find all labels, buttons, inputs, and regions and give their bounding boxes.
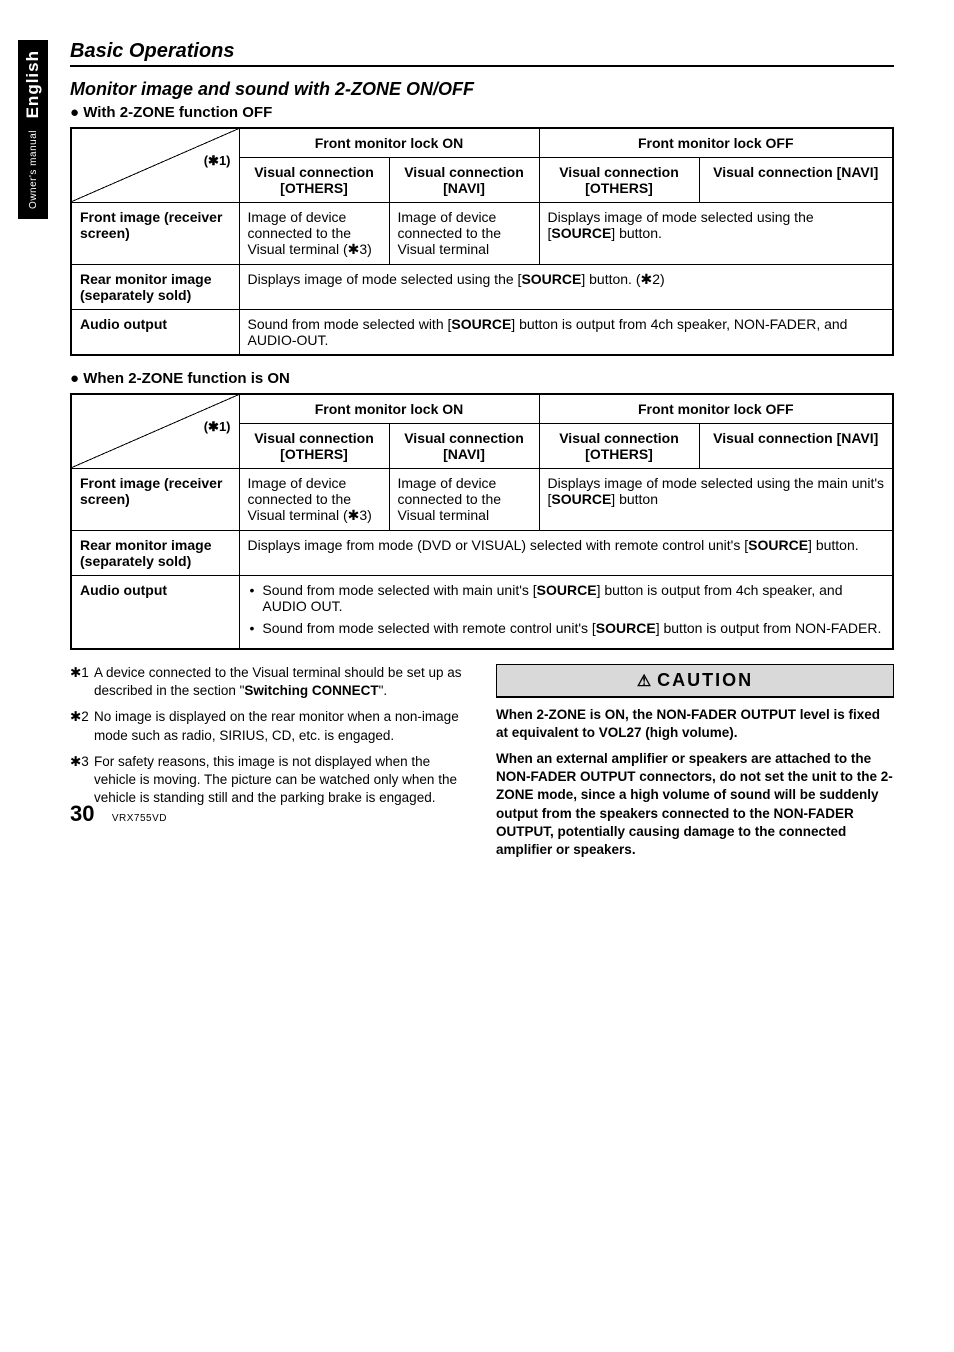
col-others-1: Visual connection [OTHERS]	[239, 158, 389, 203]
cell2-r3: Sound from mode selected with main unit'…	[239, 576, 893, 650]
row-rear-monitor: Rear monitor image (separately sold)	[71, 265, 239, 310]
col-others-3: Visual connection [OTHERS]	[239, 424, 389, 469]
warning-icon: ⚠	[637, 673, 653, 690]
footnote-2: ✱2 No image is displayed on the rear mon…	[70, 708, 468, 744]
caution-column: ⚠CAUTION When 2-ZONE is ON, the NON-FADE…	[496, 664, 894, 867]
footnote-1: ✱1 A device connected to the Visual term…	[70, 664, 468, 700]
col-navi-4: Visual connection [NAVI]	[699, 424, 893, 469]
col-lock-off: Front monitor lock OFF	[539, 128, 893, 158]
diag-header: (✱1)	[71, 128, 239, 203]
col-others-4: Visual connection [OTHERS]	[539, 424, 699, 469]
cell2-r1c1: Image of device connected to the Visual …	[239, 469, 389, 531]
cell2-r2: Displays image from mode (DVD or VISUAL)…	[239, 531, 893, 576]
notes-row: ✱1 A device connected to the Visual term…	[70, 664, 894, 867]
language-label: English	[23, 50, 43, 118]
col-others-2: Visual connection [OTHERS]	[539, 158, 699, 203]
col-navi-1: Visual connection [NAVI]	[389, 158, 539, 203]
page-footer: 30 VRX755VD	[70, 801, 167, 827]
caution-p2: When an external amplifier or speakers a…	[496, 750, 894, 859]
diag-header-2: (✱1)	[71, 394, 239, 469]
owners-manual-label: Owner's manual	[28, 130, 39, 209]
cell-r1c1: Image of device connected to the Visual …	[239, 203, 389, 265]
chapter-title: Basic Operations	[70, 40, 894, 67]
cell-r1c34: Displays image of mode selected using th…	[539, 203, 893, 265]
page-content: Basic Operations Monitor image and sound…	[70, 0, 894, 867]
caution-body: When 2-ZONE is ON, the NON-FADER OUTPUT …	[496, 706, 894, 860]
caution-header: ⚠CAUTION	[497, 665, 893, 697]
row-front-image: Front image (receiver screen)	[71, 203, 239, 265]
col-lock-on: Front monitor lock ON	[239, 128, 539, 158]
col-navi-3: Visual connection [NAVI]	[389, 424, 539, 469]
col-lock-on-2: Front monitor lock ON	[239, 394, 539, 424]
subsection-off: With 2-ZONE function OFF	[70, 104, 894, 121]
side-tab: English Owner's manual	[18, 40, 48, 219]
cell2-r1c34: Displays image of mode selected using th…	[539, 469, 893, 531]
audio-bullet-2: Sound from mode selected with remote con…	[250, 620, 885, 636]
cell-r2: Displays image of mode selected using th…	[239, 265, 893, 310]
model-name: VRX755VD	[112, 813, 167, 824]
cell-r1c2: Image of device connected to the Visual …	[389, 203, 539, 265]
row-audio-output-2: Audio output	[71, 576, 239, 650]
cell2-r1c2: Image of device connected to the Visual …	[389, 469, 539, 531]
row-audio-output: Audio output	[71, 310, 239, 356]
caution-box: ⚠CAUTION	[496, 664, 894, 698]
row-rear-monitor-2: Rear monitor image (separately sold)	[71, 531, 239, 576]
page-number: 30	[70, 801, 94, 826]
footnote-3: ✱3 For safety reasons, this image is not…	[70, 753, 468, 808]
audio-bullet-1: Sound from mode selected with main unit'…	[250, 582, 885, 614]
row-front-image-2: Front image (receiver screen)	[71, 469, 239, 531]
table-zone-off: (✱1) Front monitor lock ON Front monitor…	[70, 127, 894, 356]
col-navi-2: Visual connection [NAVI]	[699, 158, 893, 203]
col-lock-off-2: Front monitor lock OFF	[539, 394, 893, 424]
footnotes: ✱1 A device connected to the Visual term…	[70, 664, 468, 867]
section-title: Monitor image and sound with 2-ZONE ON/O…	[70, 79, 894, 100]
caution-p1: When 2-ZONE is ON, the NON-FADER OUTPUT …	[496, 706, 894, 742]
table-zone-on: (✱1) Front monitor lock ON Front monitor…	[70, 393, 894, 650]
subsection-on: When 2-ZONE function is ON	[70, 370, 894, 387]
cell-r3: Sound from mode selected with [SOURCE] b…	[239, 310, 893, 356]
